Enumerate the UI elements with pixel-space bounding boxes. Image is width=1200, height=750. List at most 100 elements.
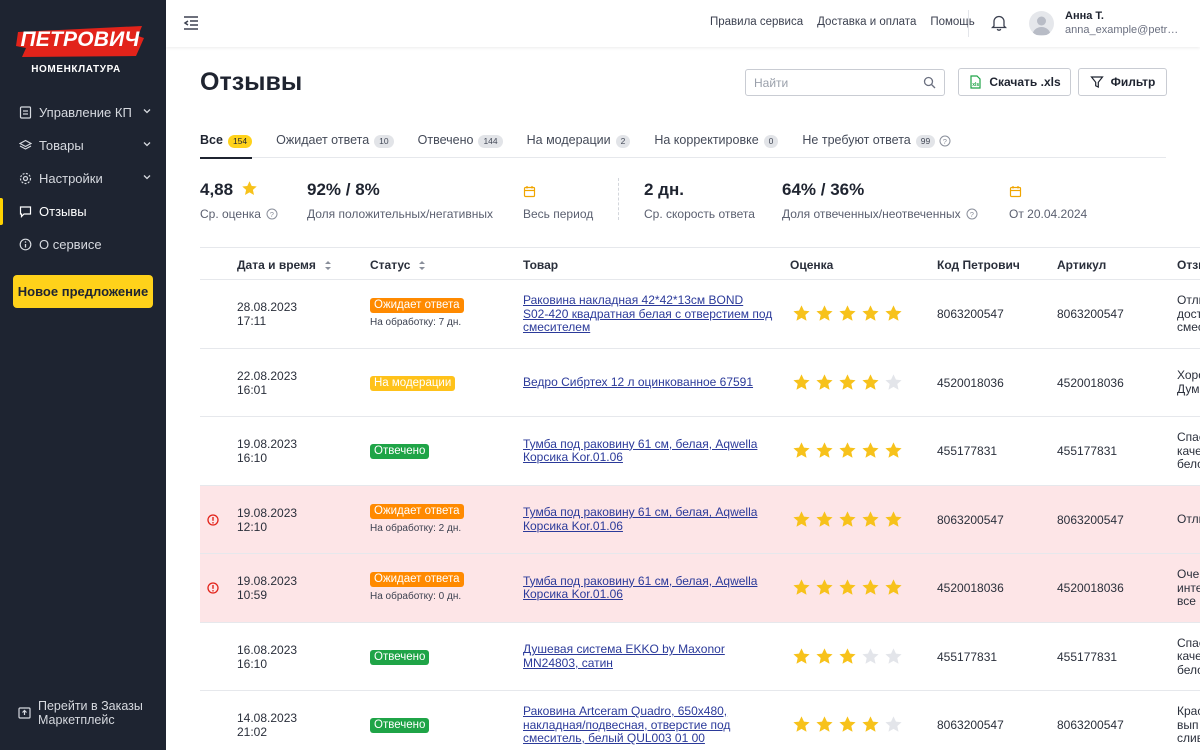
status-tabs: Все 154 Ожидает ответа 10 Отвечено 144 На м… bbox=[200, 131, 1166, 159]
user-icon bbox=[1032, 16, 1051, 35]
tab-correction[interactable]: На корректировке 0 bbox=[654, 131, 779, 158]
logo-brush-icon bbox=[16, 26, 144, 57]
search-input[interactable] bbox=[745, 69, 945, 96]
review-line: каче bbox=[1177, 649, 1200, 663]
star-filled-icon bbox=[793, 373, 810, 390]
rating-stars bbox=[792, 373, 903, 392]
product-line: Раковина накладная 42*42*13см BOND bbox=[523, 293, 744, 307]
row-status: Отвечено bbox=[370, 649, 430, 665]
stats-divider bbox=[618, 178, 619, 220]
col-date[interactable]: Дата и время bbox=[237, 258, 332, 272]
gear-icon bbox=[18, 172, 32, 186]
sidebar-item-kp[interactable]: Управление КП bbox=[0, 96, 166, 129]
tab-answered[interactable]: Отвечено 144 bbox=[418, 131, 503, 158]
table-row[interactable]: 14.08.2023 21:02 Отвечено Раковина Artceram… bbox=[200, 691, 1200, 750]
table-row[interactable]: 19.08.2023 10:59 Ожидает ответа На обработк… bbox=[200, 554, 1200, 623]
star-filled-icon bbox=[839, 716, 856, 732]
review-line: все р bbox=[1177, 594, 1200, 608]
marketplace-orders-link[interactable]: Перейти в Заказы Маркетплейс bbox=[18, 699, 158, 727]
table-row[interactable]: 19.08.2023 12:10 Ожидает ответа На обработк… bbox=[200, 485, 1200, 554]
avg-rating-number: 4,88 bbox=[200, 180, 234, 199]
status-badge: Ожидает ответа bbox=[370, 572, 464, 587]
sidebar-item-label: Управление КП bbox=[39, 105, 132, 120]
table-row[interactable]: 28.08.2023 17:11 Ожидает ответа На обработк… bbox=[200, 280, 1200, 349]
tab-awaiting[interactable]: Ожидает ответа 10 bbox=[276, 131, 394, 158]
table-row[interactable]: 19.08.2023 16:10 Отвечено Тумба под раковин… bbox=[200, 417, 1200, 486]
download-xls-button[interactable]: xls Скачать .xls bbox=[958, 68, 1071, 96]
filter-button[interactable]: Фильтр bbox=[1078, 68, 1167, 96]
tab-no-answer-needed[interactable]: Не требуют ответа 99 ? bbox=[802, 131, 951, 158]
product-link[interactable]: Ведро Сибртех 12 л оцинкованное 67591 bbox=[523, 375, 777, 390]
chevron-down-icon bbox=[143, 109, 151, 114]
col-rating: Оценка bbox=[790, 258, 834, 272]
row-datetime: 19.08.2023 12:10 bbox=[237, 506, 297, 534]
review-line: Крас bbox=[1177, 705, 1200, 718]
review-text: Красвыпслив bbox=[1177, 705, 1200, 746]
sidebar-item-label: Настройки bbox=[39, 171, 103, 186]
star-filled-icon bbox=[816, 579, 833, 595]
reviews-table: Дата и время Статус Товар Оценка Код Пет… bbox=[200, 247, 1200, 750]
tab-all[interactable]: Все 154 bbox=[200, 131, 253, 159]
link-help[interactable]: Помощь bbox=[930, 16, 975, 28]
star-filled-icon bbox=[885, 305, 902, 321]
row-date: 19.08.2023 bbox=[237, 437, 298, 451]
review-line: Хоро bbox=[1177, 369, 1200, 383]
row-time: 16:10 bbox=[237, 451, 268, 465]
product-link[interactable]: Душевая система EKKO by Maxonor MN24803, … bbox=[523, 643, 777, 670]
star-filled-icon bbox=[816, 510, 833, 527]
collapse-menu-icon[interactable] bbox=[182, 14, 200, 32]
star-empty-icon bbox=[885, 647, 902, 664]
product-link[interactable]: Раковина накладная 42*42*13см BOND S02-42… bbox=[523, 293, 777, 335]
sidebar-item-settings[interactable]: Настройки bbox=[0, 162, 166, 195]
tab-moderation[interactable]: На модерации 2 bbox=[527, 131, 631, 158]
sidebar-item-label: Товары bbox=[39, 138, 84, 153]
table-row[interactable]: 16.08.2023 16:10 Отвечено Душевая система E… bbox=[200, 623, 1200, 691]
logo[interactable]: ПЕТРОВИЧ НОМЕНКЛАТУРА bbox=[14, 24, 150, 76]
review-line: инте bbox=[1177, 580, 1200, 595]
col-status[interactable]: Статус bbox=[370, 258, 426, 272]
alert-icon bbox=[207, 513, 219, 526]
sort-icon bbox=[324, 260, 331, 270]
product-line: Корсика Kor.01.06 bbox=[523, 587, 623, 602]
col-article: Артикул bbox=[1057, 258, 1107, 272]
document-icon bbox=[18, 106, 32, 120]
period-label-2[interactable]: От 20.04.2024 bbox=[1009, 207, 1088, 221]
star-filled-icon bbox=[793, 442, 810, 458]
star-filled-icon bbox=[885, 510, 902, 527]
bell-icon[interactable] bbox=[991, 14, 1007, 31]
calendar-icon[interactable] bbox=[1009, 185, 1022, 198]
row-datetime: 19.08.2023 16:10 bbox=[237, 437, 297, 465]
product-link[interactable]: Раковина Artceram Quadro, 650x480, наклад… bbox=[523, 704, 777, 746]
period-label-1[interactable]: Весь период bbox=[523, 207, 594, 221]
link-service-rules[interactable]: Правила сервиса bbox=[710, 16, 804, 28]
status-badge: Ожидает ответа bbox=[370, 298, 464, 313]
table-row[interactable]: 22.08.2023 16:01 На модерации Ведро Сибртех… bbox=[200, 349, 1200, 417]
tab-label: Отвечено bbox=[417, 133, 474, 147]
search-icon bbox=[923, 76, 936, 89]
row-time: 21:02 bbox=[237, 725, 268, 739]
avatar[interactable] bbox=[1029, 11, 1054, 36]
star-filled-icon bbox=[816, 442, 833, 458]
sidebar-item-about[interactable]: О сервисе bbox=[0, 228, 166, 261]
product-line: S02-420 квадратная белая с отверстием по… bbox=[523, 306, 773, 321]
product-link[interactable]: Тумба под раковину 61 см, белая, Aqwella… bbox=[523, 574, 777, 602]
petrovich-code: 8063200547 bbox=[937, 512, 1004, 527]
calendar-icon[interactable] bbox=[523, 185, 536, 198]
col-code: Код Петрович bbox=[937, 258, 1020, 272]
divider bbox=[968, 10, 969, 37]
star-filled-icon bbox=[816, 716, 833, 732]
count-badge: 10 bbox=[374, 135, 394, 148]
help-icon[interactable]: ? bbox=[939, 135, 951, 147]
status-badge: Ожидает ответа bbox=[370, 503, 464, 519]
sidebar-item-reviews[interactable]: Отзывы bbox=[0, 195, 166, 228]
sidebar-item-products[interactable]: Товары bbox=[0, 129, 166, 162]
help-icon[interactable]: ? bbox=[966, 208, 978, 220]
review-text: Отли bbox=[1177, 513, 1200, 527]
product-link[interactable]: Тумба под раковину 61 см, белая, Aqwella… bbox=[523, 437, 777, 465]
product-link[interactable]: Тумба под раковину 61 см, белая, Aqwella… bbox=[523, 506, 777, 533]
new-proposal-button[interactable]: Новое предложение bbox=[13, 275, 153, 308]
help-icon[interactable]: ? bbox=[266, 208, 278, 220]
link-delivery-payment[interactable]: Доставка и оплата bbox=[817, 16, 917, 28]
review-text: Спаскачебело bbox=[1177, 637, 1200, 678]
rating-stars bbox=[792, 441, 903, 460]
